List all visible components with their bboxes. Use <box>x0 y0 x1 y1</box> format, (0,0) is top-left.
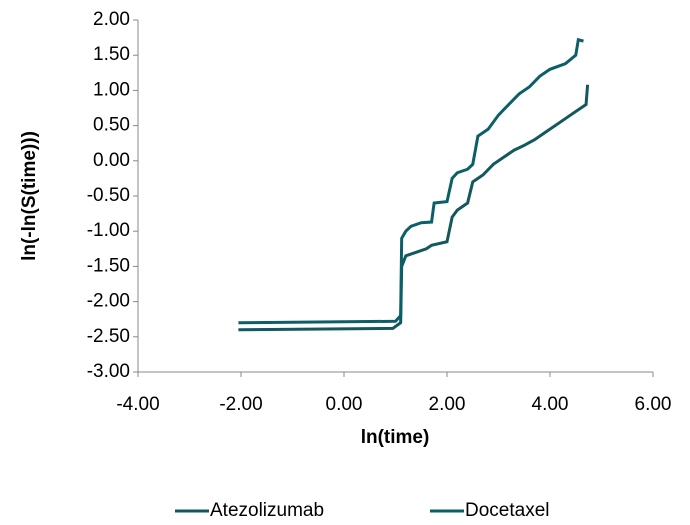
y-tick-label: -1.50 <box>87 255 130 276</box>
legend-label: Docetaxel <box>465 500 550 521</box>
x-tick-label: -2.00 <box>219 394 262 415</box>
x-tick-label: 6.00 <box>635 394 672 415</box>
x-tick-label: 2.00 <box>429 394 466 415</box>
y-tick-label: -2.00 <box>87 291 130 312</box>
x-tick-label: 4.00 <box>532 394 569 415</box>
x-tick-label: -4.00 <box>116 394 159 415</box>
y-axis-title: ln(-ln(S(time))) <box>19 131 40 261</box>
y-tick-label: -2.50 <box>87 326 130 347</box>
x-tick-label: 0.00 <box>326 394 363 415</box>
y-tick-label: 1.00 <box>93 79 130 100</box>
y-tick-label: -1.00 <box>87 220 130 241</box>
y-tick-label: 2.00 <box>93 9 130 30</box>
y-tick-label: -3.00 <box>87 361 130 382</box>
data-line <box>238 84 590 332</box>
legend-label: Atezolizumab <box>210 500 324 521</box>
y-tick-label: 0.00 <box>93 150 130 171</box>
y-tick-label: -0.50 <box>87 185 130 206</box>
y-tick-label: 1.50 <box>93 44 130 65</box>
data-line <box>238 37 584 325</box>
x-axis-title: ln(time) <box>361 427 430 448</box>
y-tick-label: 0.50 <box>93 115 130 136</box>
